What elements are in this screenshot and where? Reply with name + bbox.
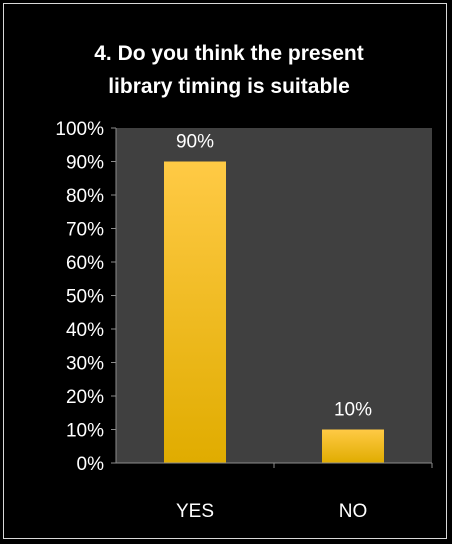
y-tick-label: 60% bbox=[66, 253, 104, 274]
y-tick-label: 20% bbox=[66, 387, 104, 408]
y-tick-label: 100% bbox=[55, 119, 104, 140]
chart-frame: 4. Do you think the present library timi… bbox=[3, 3, 447, 539]
data-label-yes: 90% bbox=[176, 132, 214, 153]
x-axis: YES NO bbox=[116, 462, 433, 522]
y-tick-label: 50% bbox=[66, 287, 104, 308]
y-axis: 0% 10% 20% 30% 40% 50% 60% 70% 80% 90% 100% bbox=[55, 119, 117, 475]
bar-yes bbox=[164, 161, 226, 463]
y-tick-label: 90% bbox=[66, 153, 104, 174]
x-category-label-yes: YES bbox=[176, 501, 214, 522]
data-label-no: 10% bbox=[334, 400, 372, 421]
bar-chart: 4. Do you think the present library timi… bbox=[55, 42, 433, 522]
chart-title-line-2: library timing is suitable bbox=[108, 75, 350, 98]
y-tick-label: 80% bbox=[66, 186, 104, 207]
y-tick-label: 40% bbox=[66, 320, 104, 341]
x-category-label-no: NO bbox=[339, 501, 368, 522]
y-tick-label: 70% bbox=[66, 220, 104, 241]
y-tick-label: 10% bbox=[66, 421, 104, 442]
plot-area bbox=[116, 128, 432, 463]
bar-no bbox=[322, 429, 384, 463]
chart-title-line-1: 4. Do you think the present bbox=[94, 42, 364, 65]
y-tick-label: 30% bbox=[66, 354, 104, 375]
y-tick-label: 0% bbox=[77, 454, 105, 475]
bars-group bbox=[164, 161, 384, 463]
data-labels-group: 90% 10% bbox=[176, 132, 372, 421]
